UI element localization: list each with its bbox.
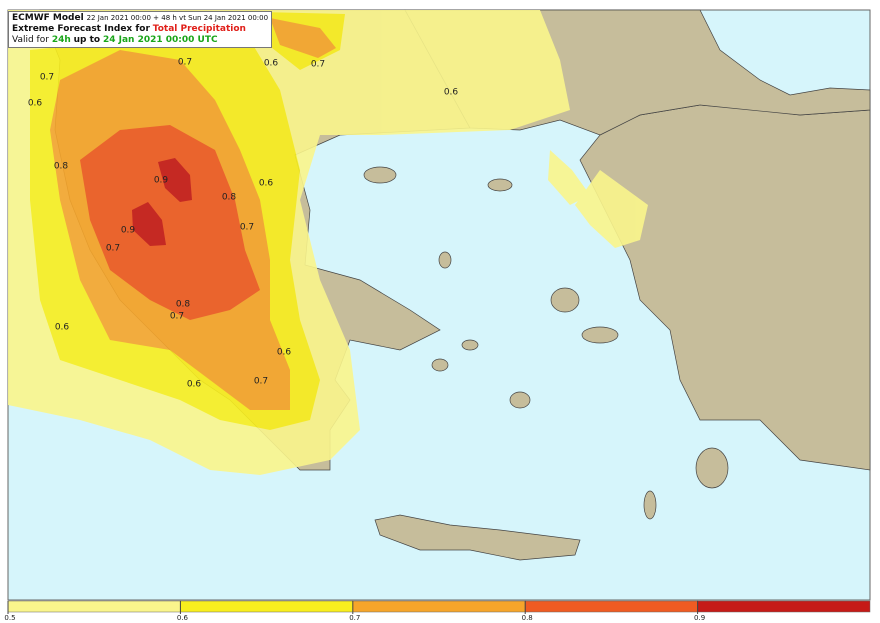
precip-area	[158, 158, 192, 202]
contour-label: 0.6	[187, 380, 202, 390]
island	[461, 339, 479, 351]
colorbar-segment	[180, 600, 354, 613]
precip-area	[80, 125, 260, 320]
valid-prefix: Valid for	[12, 35, 49, 45]
colorbar-tick-label: 0.7	[349, 614, 360, 622]
product: Extreme Forecast Index for	[12, 24, 150, 34]
island	[438, 251, 452, 269]
contour-label: 0.7	[170, 312, 184, 322]
island	[643, 490, 657, 520]
header-line: Extreme Forecast Index for Total Precipi…	[12, 24, 268, 35]
precip-area	[270, 18, 336, 58]
island	[431, 358, 449, 372]
colorbar-tick-label: 0.9	[694, 614, 705, 622]
contour-label: 0.6	[55, 323, 70, 333]
contour-label: 0.7	[40, 73, 54, 83]
precip-area	[132, 202, 166, 246]
island	[550, 287, 580, 313]
contour-label: 0.6	[444, 88, 459, 98]
colorbar-segment	[524, 600, 698, 613]
contour-label: 0.7	[254, 377, 268, 387]
island	[695, 447, 729, 489]
colorbar-segment	[7, 600, 181, 613]
precip-area	[575, 170, 648, 248]
colorbar: 0.5 0.6 0.7 0.8 0.9	[4, 600, 871, 622]
contour-label: 0.6	[259, 179, 274, 189]
contour-label: 0.7	[106, 244, 120, 254]
contour-label: 0.8	[176, 300, 191, 310]
island	[581, 326, 619, 344]
contour-label: 0.9	[121, 226, 136, 236]
contour-label: 0.6	[28, 99, 43, 109]
crete	[374, 514, 581, 561]
contour-labels: 0.70.60.7 0.6 0.70.60.80.9 0.60.80.9 0.70.70…	[28, 58, 459, 390]
contour-label: 0.7	[240, 223, 254, 233]
contour-label: 0.8	[222, 193, 237, 203]
island	[487, 178, 513, 192]
header-line: Valid for 24h up to 24 Jan 2021 00:00 UT…	[12, 35, 268, 46]
colorbar-tick-label: 0.5	[4, 614, 15, 622]
header-line: ECMWF Model 22 Jan 2021 00:00 + 48 h vt …	[12, 13, 268, 24]
colorbar-segment	[697, 600, 871, 613]
contour-label: 0.6	[277, 348, 292, 358]
colorbar-segment	[352, 600, 526, 613]
period: 24h	[51, 35, 71, 45]
run-info: 22 Jan 2021 00:00 + 48 h vt Sun 24 Jan 2…	[86, 14, 269, 22]
precip-area	[548, 150, 590, 205]
island	[363, 166, 397, 184]
header: ECMWF Model 22 Jan 2021 00:00 + 48 h vt …	[8, 11, 273, 48]
parameter: Total Precipitation	[152, 24, 246, 34]
contour-label: 0.6	[264, 59, 279, 69]
precipitation-overlay	[8, 10, 648, 475]
contour-label: 0.7	[178, 58, 192, 68]
island	[509, 391, 531, 409]
model: ECMWF Model	[12, 13, 84, 23]
contour-label: 0.9	[154, 176, 169, 186]
colorbar-tick-label: 0.6	[177, 614, 189, 622]
contour-label: 0.7	[311, 60, 325, 70]
colorbar-tick-label: 0.8	[522, 614, 533, 622]
valid-time: 24 Jan 2021 00:00 UTC	[102, 35, 218, 45]
valid-mid: up to	[73, 35, 101, 45]
contour-label: 0.8	[54, 162, 69, 172]
